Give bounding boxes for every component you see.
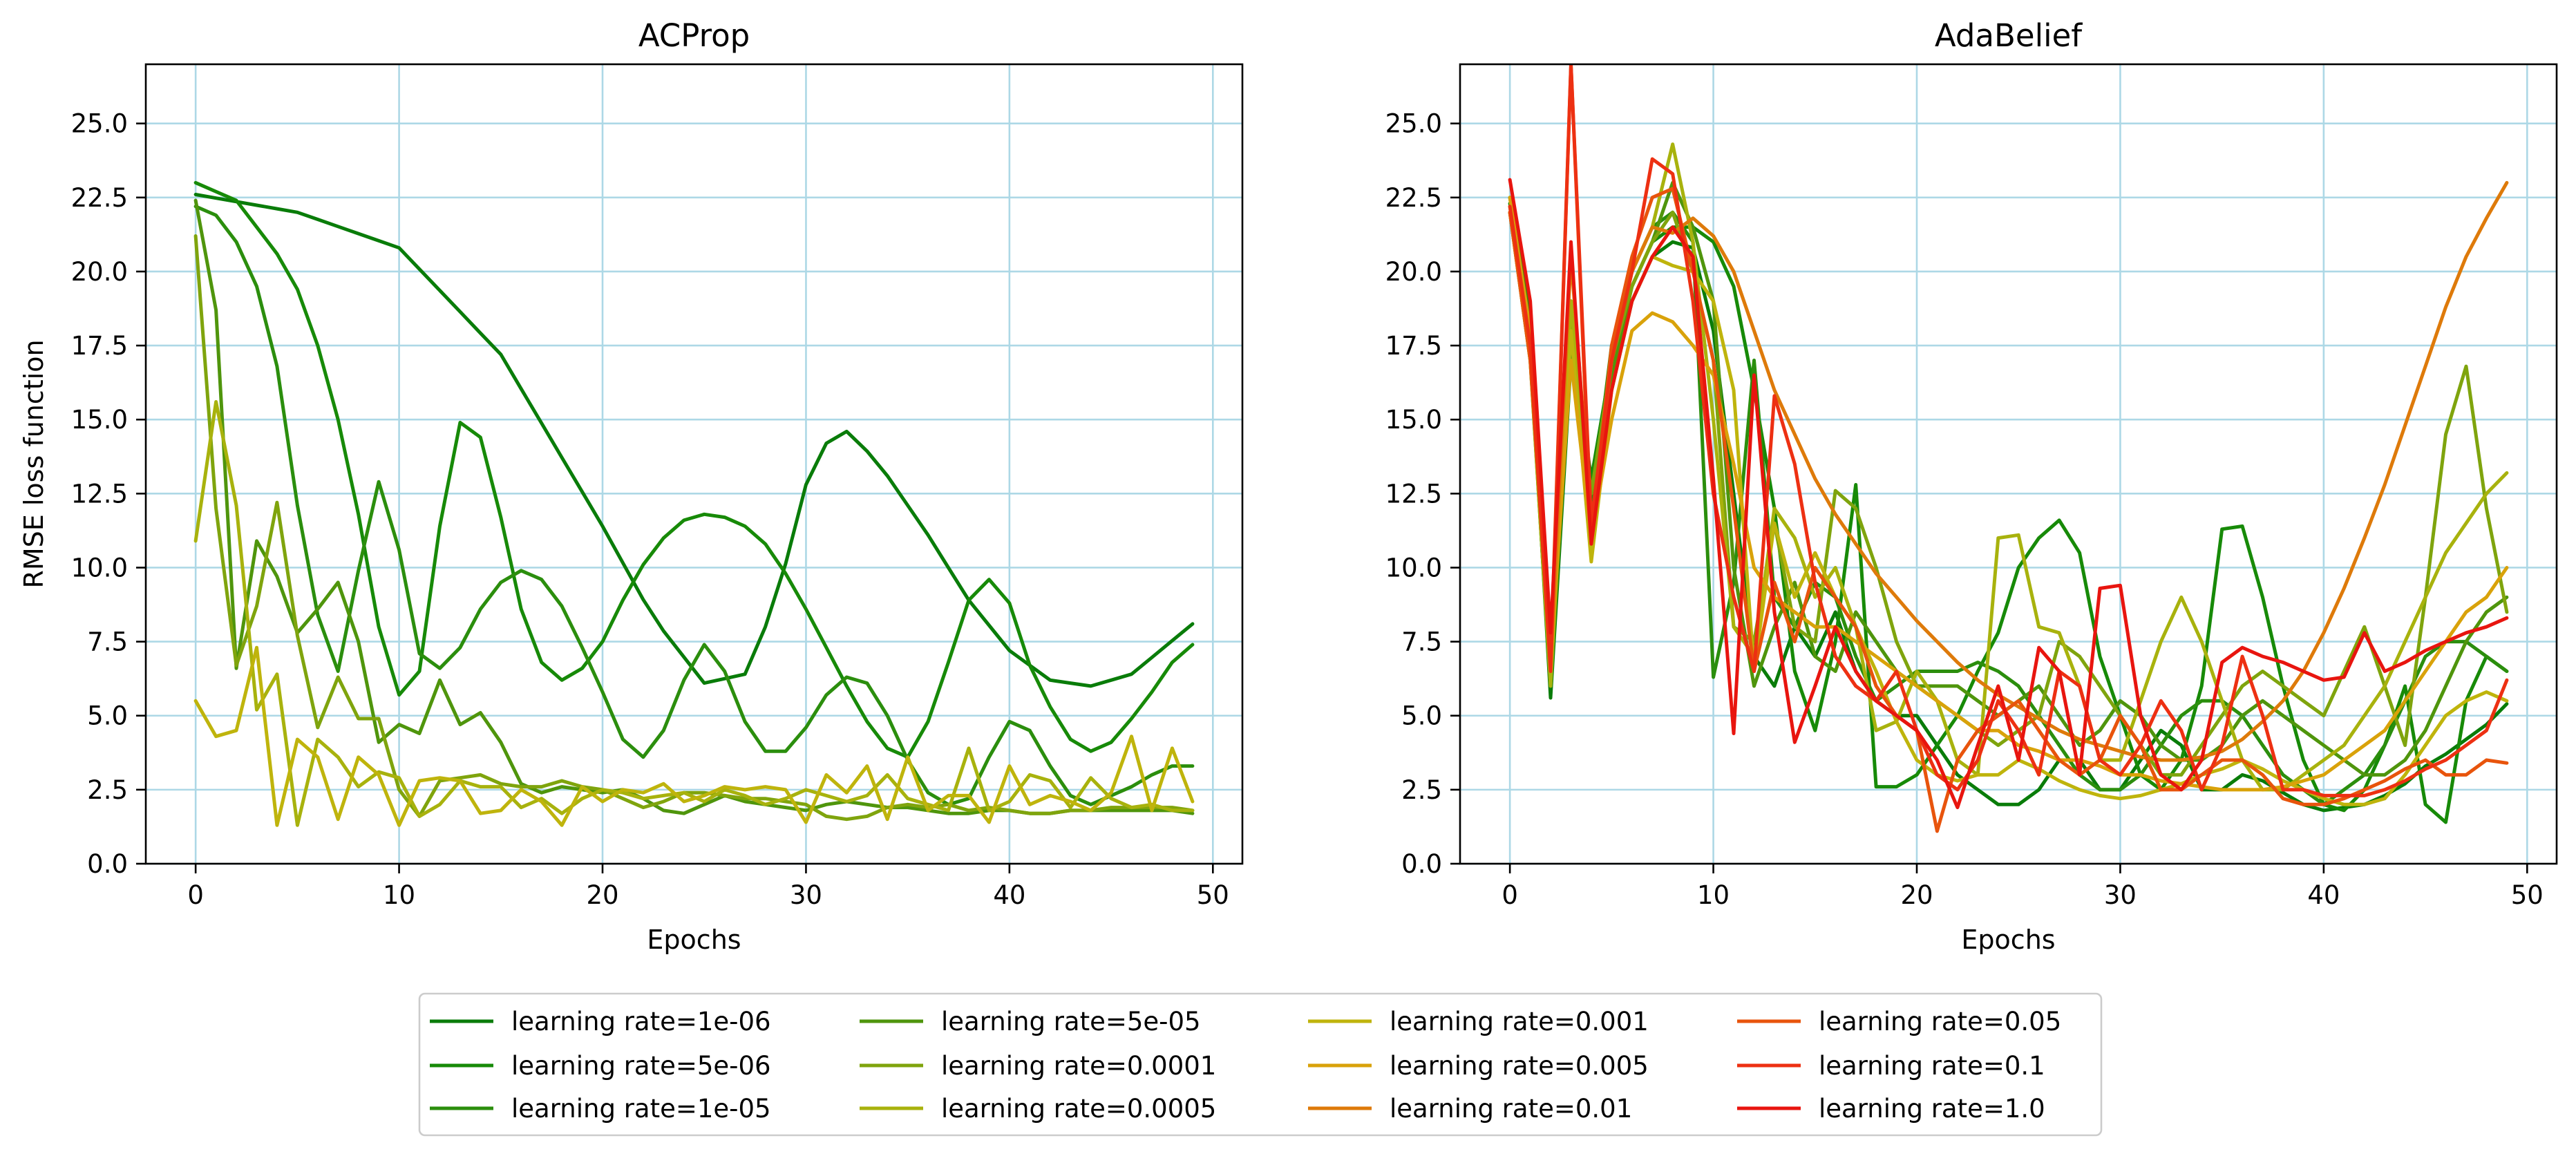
chart-title: AdaBelief [1935, 17, 2083, 54]
series-line [1508, 178, 2509, 810]
x-tick-label: 10 [1697, 880, 1730, 910]
y-tick-label: 17.5 [1385, 331, 1442, 361]
x-tick-label: 40 [993, 880, 1025, 910]
y-tick-label: 15.0 [71, 405, 128, 435]
series-line [193, 205, 1195, 806]
y-tick-label: 25.0 [1385, 109, 1442, 139]
x-tick-label: 30 [790, 880, 822, 910]
y-tick-label: 7.5 [1401, 627, 1442, 657]
y-tick-label: 22.5 [71, 183, 128, 213]
legend-item: learning rate=5e-06 [430, 1051, 771, 1081]
series-line [1508, 205, 2509, 777]
y-tick-label: 2.5 [87, 775, 128, 805]
series-line [1508, 180, 2509, 762]
legend-label: learning rate=0.0005 [941, 1094, 1216, 1124]
x-tick-label: 40 [2307, 880, 2340, 910]
legend-item: learning rate=0.005 [1308, 1051, 1649, 1081]
y-tick-label: 10.0 [71, 553, 128, 582]
y-tick-label: 25.0 [71, 109, 128, 139]
legend-item: learning rate=0.0001 [860, 1051, 1216, 1081]
x-tick-label: 50 [2511, 880, 2544, 910]
series-line [1508, 64, 2509, 797]
legend-label: learning rate=0.01 [1390, 1094, 1632, 1124]
legend-label: learning rate=0.0001 [941, 1051, 1216, 1081]
x-axis-label: Epochs [1961, 925, 2055, 955]
legend-label: learning rate=1e-06 [511, 1007, 771, 1036]
y-tick-label: 10.0 [1385, 553, 1442, 582]
plot-frame [144, 63, 1244, 865]
legend: learning rate=1e-06 learning rate=5e-06 le… [418, 992, 2103, 1137]
legend-item: learning rate=0.01 [1308, 1094, 1632, 1124]
y-tick-label: 5.0 [1401, 701, 1442, 731]
x-axis-label: Epochs [647, 925, 741, 955]
x-tick-label: 50 [1197, 880, 1229, 910]
legend-label: learning rate=1.0 [1819, 1094, 2045, 1124]
legend-frame [418, 992, 2103, 1137]
legend-label: learning rate=5e-06 [511, 1051, 771, 1081]
y-tick-label: 20.0 [71, 257, 128, 287]
plot-frame [1459, 63, 2558, 865]
legend-item: learning rate=1e-06 [430, 1007, 771, 1036]
legend-label: learning rate=0.001 [1390, 1007, 1649, 1036]
x-tick-label: 10 [383, 880, 415, 910]
adabelief-panel: 0 10 20 30 40 50 0.0 2.5 5.0 7.5 10.0 12.5 15.0 17.5 2… [1385, 17, 2558, 955]
legend-label: learning rate=1e-05 [511, 1094, 771, 1124]
legend-item: learning rate=1e-05 [430, 1094, 771, 1124]
legend-label: learning rate=0.005 [1390, 1051, 1649, 1081]
series-line [1508, 196, 2509, 792]
y-tick-label: 17.5 [71, 331, 128, 361]
y-tick-label: 0.0 [87, 849, 128, 879]
legend-item: learning rate=5e-05 [860, 1007, 1201, 1036]
legend-item: learning rate=1.0 [1737, 1094, 2045, 1124]
y-tick-label: 20.0 [1385, 257, 1442, 287]
y-tick-label: 2.5 [1401, 775, 1442, 805]
y-tick-label: 15.0 [1385, 405, 1442, 435]
legend-label: learning rate=5e-05 [941, 1007, 1201, 1036]
y-tick-label: 12.5 [1385, 479, 1442, 509]
series-line [1508, 210, 2509, 806]
y-tick-label: 0.0 [1401, 849, 1442, 879]
y-tick-label: 12.5 [71, 479, 128, 509]
y-axis-label: RMSE loss function [19, 339, 49, 588]
acprop-panel: 0 10 20 30 40 50 0.0 2.5 5.0 7.5 10.0 12.5 15.0 17.5 2… [19, 17, 1244, 955]
series-line [193, 198, 1195, 815]
legend-item: learning rate=0.05 [1737, 1007, 2061, 1036]
y-tick-label: 7.5 [87, 627, 128, 657]
legend-item: learning rate=0.001 [1308, 1007, 1649, 1036]
x-tick-label: 30 [2104, 880, 2137, 910]
y-tick-label: 22.5 [1385, 183, 1442, 213]
series-line [193, 234, 1195, 822]
y-tick-label: 5.0 [87, 701, 128, 731]
legend-label: learning rate=0.05 [1819, 1007, 2061, 1036]
legend-item: learning rate=0.1 [1737, 1051, 2045, 1081]
legend-item: learning rate=0.0005 [860, 1094, 1216, 1124]
series-line [193, 193, 1195, 688]
series-line [193, 400, 1195, 827]
series-line [193, 645, 1195, 827]
series-line [193, 180, 1195, 759]
x-tick-label: 20 [1900, 880, 1933, 910]
series-line [1508, 142, 2509, 792]
x-tick-label: 20 [586, 880, 618, 910]
x-tick-label: 0 [187, 880, 204, 910]
chart-title: ACProp [638, 17, 750, 54]
legend-label: learning rate=0.1 [1819, 1051, 2045, 1081]
x-tick-label: 0 [1502, 880, 1518, 910]
